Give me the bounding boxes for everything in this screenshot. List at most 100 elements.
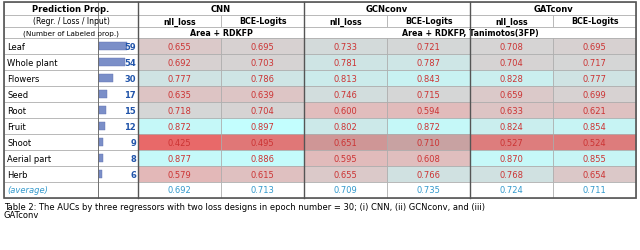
Bar	[4, 87, 98, 102]
Bar	[99, 58, 125, 67]
Text: 0.633: 0.633	[499, 106, 524, 115]
Text: 0.724: 0.724	[500, 186, 524, 195]
Bar	[553, 55, 636, 71]
Bar	[553, 150, 636, 166]
Bar	[304, 150, 387, 166]
Text: GCNconv: GCNconv	[366, 5, 408, 14]
Text: 0.721: 0.721	[417, 42, 440, 51]
Bar	[138, 39, 221, 55]
Bar	[98, 87, 138, 102]
Bar	[470, 16, 553, 28]
Bar	[553, 87, 636, 102]
Text: 0.886: 0.886	[250, 154, 275, 163]
Text: 0.659: 0.659	[500, 90, 524, 99]
Text: 0.828: 0.828	[500, 74, 524, 83]
Text: 0.621: 0.621	[582, 106, 606, 115]
Text: (average): (average)	[7, 186, 48, 195]
Text: 0.600: 0.600	[333, 106, 357, 115]
Bar	[470, 182, 553, 198]
Bar	[470, 118, 553, 134]
Bar	[138, 118, 221, 134]
Text: Seed: Seed	[7, 90, 28, 99]
Bar	[138, 3, 304, 16]
Bar	[138, 150, 221, 166]
Bar	[4, 3, 636, 198]
Bar	[387, 102, 470, 118]
Bar	[470, 71, 553, 87]
Text: 0.495: 0.495	[251, 138, 275, 147]
Bar	[221, 71, 304, 87]
Bar	[553, 182, 636, 198]
Text: 0.654: 0.654	[582, 170, 606, 179]
Bar	[138, 71, 221, 87]
Bar	[221, 182, 304, 198]
Bar	[221, 166, 304, 182]
Bar	[221, 102, 304, 118]
Bar	[138, 87, 221, 102]
Bar	[304, 28, 636, 39]
Text: 9: 9	[131, 138, 136, 147]
Bar	[553, 166, 636, 182]
Bar	[138, 134, 221, 150]
Bar	[99, 138, 103, 147]
Text: BCE-Logits: BCE-Logits	[404, 18, 452, 26]
Bar	[387, 118, 470, 134]
Text: 54: 54	[124, 58, 136, 67]
Text: 0.777: 0.777	[582, 74, 607, 83]
Bar	[470, 3, 636, 16]
Bar	[4, 71, 98, 87]
Bar	[98, 134, 138, 150]
Text: 0.704: 0.704	[251, 106, 275, 115]
Bar	[387, 166, 470, 182]
Text: Root: Root	[7, 106, 26, 115]
Text: BCE-Logits: BCE-Logits	[239, 18, 286, 26]
Text: 0.870: 0.870	[500, 154, 524, 163]
Text: 0.695: 0.695	[251, 42, 275, 51]
Bar	[553, 16, 636, 28]
Text: 0.708: 0.708	[500, 42, 524, 51]
Bar	[553, 102, 636, 118]
Text: 0.695: 0.695	[582, 42, 606, 51]
Bar	[98, 166, 138, 182]
Bar	[99, 122, 105, 131]
Text: 0.802: 0.802	[333, 122, 357, 131]
Text: 0.897: 0.897	[251, 122, 275, 131]
Bar	[221, 134, 304, 150]
Text: 6: 6	[130, 170, 136, 179]
Text: 0.425: 0.425	[168, 138, 191, 147]
Bar	[4, 28, 138, 39]
Text: 0.704: 0.704	[500, 58, 524, 67]
Bar	[98, 150, 138, 166]
Text: 0.768: 0.768	[499, 170, 524, 179]
Text: Prediction Prop.: Prediction Prop.	[33, 5, 109, 14]
Bar	[304, 3, 470, 16]
Text: 0.713: 0.713	[251, 186, 275, 195]
Bar	[470, 55, 553, 71]
Text: 0.715: 0.715	[417, 90, 440, 99]
Bar	[4, 118, 98, 134]
Bar	[99, 74, 113, 83]
Text: 0.872: 0.872	[417, 122, 440, 131]
Text: 0.718: 0.718	[168, 106, 191, 115]
Text: 0.655: 0.655	[168, 42, 191, 51]
Bar	[470, 102, 553, 118]
Bar	[4, 55, 98, 71]
Text: 0.766: 0.766	[417, 170, 440, 179]
Bar	[221, 39, 304, 55]
Bar	[553, 118, 636, 134]
Text: 17: 17	[124, 90, 136, 99]
Bar	[221, 16, 304, 28]
Bar	[387, 71, 470, 87]
Bar	[553, 39, 636, 55]
Text: (Regr. / Loss / Input): (Regr. / Loss / Input)	[33, 18, 109, 26]
Text: 0.781: 0.781	[333, 58, 357, 67]
Bar	[304, 16, 387, 28]
Text: 0.615: 0.615	[251, 170, 275, 179]
Text: 0.733: 0.733	[333, 42, 358, 51]
Text: 0.524: 0.524	[582, 138, 606, 147]
Bar	[138, 166, 221, 182]
Bar	[387, 150, 470, 166]
Text: 0.594: 0.594	[417, 106, 440, 115]
Text: nll_loss: nll_loss	[329, 17, 362, 26]
Text: 0.703: 0.703	[251, 58, 275, 67]
